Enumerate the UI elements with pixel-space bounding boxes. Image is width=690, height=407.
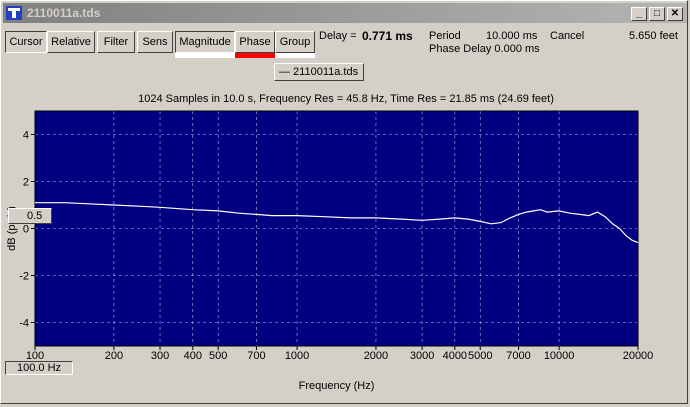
y-tick-label: 0: [23, 224, 29, 236]
delay-label: Delay =: [319, 30, 357, 42]
x-tick-label: 20000: [623, 350, 654, 362]
x-tick-label: 500: [209, 350, 227, 362]
period-label: Period: [429, 30, 461, 42]
group-indicator: [275, 53, 315, 58]
window-title: 2110011a.tds: [27, 6, 101, 20]
cursor-button[interactable]: Cursor: [5, 31, 47, 53]
legend-entry[interactable]: — 2110011a.tds: [274, 63, 364, 81]
x-tick-label: 2000: [364, 350, 388, 362]
x-tick-label: 4000: [443, 350, 467, 362]
feet-value: 5.650 feet: [629, 30, 678, 42]
x-tick-label: 10000: [544, 350, 575, 362]
y-tick-label: 2: [23, 177, 29, 189]
y-tick-label: -4: [19, 318, 29, 330]
phase-button[interactable]: Phase: [235, 31, 275, 53]
filter-button[interactable]: Filter: [97, 31, 135, 53]
title-bar[interactable]: 2110011a.tds _ □ ✕: [3, 3, 687, 23]
cursor-readout[interactable]: 0.5: [8, 208, 52, 224]
phase-indicator: [235, 53, 275, 58]
plot-border: [34, 110, 639, 347]
relative-button[interactable]: Relative: [47, 31, 95, 53]
delay-value: 0.771 ms: [362, 29, 413, 43]
magnitude-series-line: [35, 202, 639, 244]
sens-button[interactable]: Sens: [137, 31, 173, 53]
plot-area: [35, 111, 638, 346]
y-tick-label: 4: [23, 130, 29, 142]
maximize-button[interactable]: □: [649, 7, 665, 21]
x-tick-label: 300: [151, 350, 169, 362]
x-tick-label: 400: [184, 350, 202, 362]
x-axis-label: Frequency (Hz): [299, 380, 375, 392]
app-logo-icon: [6, 6, 22, 20]
period-value: 10.000 ms: [486, 30, 538, 42]
y-tick-label: -2: [19, 271, 29, 283]
x-tick-label: 700: [247, 350, 265, 362]
x-tick-label: 5000: [468, 350, 492, 362]
x-tick-label: 3000: [410, 350, 434, 362]
magnitude-indicator: [175, 53, 235, 58]
x-tick-label: 7000: [506, 350, 530, 362]
frequency-readout: 100.0 Hz: [5, 361, 73, 375]
minimize-button[interactable]: _: [631, 7, 647, 21]
group-button[interactable]: Group: [275, 31, 315, 53]
phase-delay-value: Phase Delay 0.000 ms: [429, 43, 540, 55]
close-button[interactable]: ✕: [667, 7, 683, 21]
x-tick-label: 200: [105, 350, 123, 362]
x-tick-label: 1000: [285, 350, 309, 362]
plot-info: 1024 Samples in 10.0 s, Frequency Res = …: [138, 93, 554, 105]
magnitude-button[interactable]: Magnitude: [175, 31, 235, 53]
cancel-button[interactable]: Cancel: [550, 30, 585, 42]
